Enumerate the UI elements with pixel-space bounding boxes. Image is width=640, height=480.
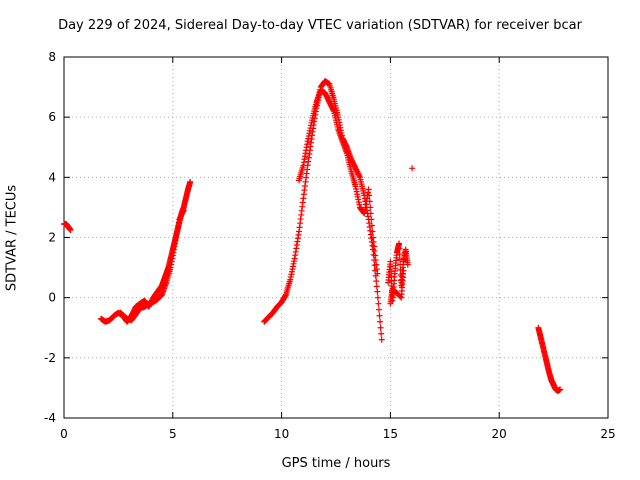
chart-title: Day 229 of 2024, Sidereal Day-to-day VTE… [58,18,582,33]
data-point [187,178,194,185]
y-tick-label: 6 [48,110,56,124]
data-point [557,386,564,393]
data-point [374,294,381,301]
data-point [374,288,381,295]
y-tick-label: -2 [44,351,56,365]
data-point [365,186,372,193]
data-point [373,278,380,285]
x-tick-label: 15 [383,427,398,441]
data-point [367,210,374,217]
data-point [396,245,403,252]
x-tick-label: 10 [274,427,289,441]
data-point [396,256,403,263]
data-point [373,283,380,290]
data-point [375,306,382,313]
data-point [368,222,375,229]
data-point [366,192,373,199]
data-point [396,251,403,258]
y-axis-label: SDTVAR / TECUs [4,184,20,292]
plot-frame [63,56,609,419]
data-point [376,312,383,319]
y-tick-label: 8 [48,50,56,64]
data-point [366,198,373,205]
data-point [396,240,403,247]
data-point [374,270,381,277]
data-point [400,267,407,274]
data-point [377,318,384,325]
data-point [377,324,384,331]
y-tick-label: 2 [48,231,56,245]
data-point [378,330,385,337]
y-tick-label: -4 [44,411,56,425]
data-point [180,207,187,214]
data-point [378,336,385,343]
x-tick-label: 0 [60,427,68,441]
data-point [375,300,382,307]
y-tick-label: 0 [48,291,56,305]
x-tick-label: 5 [169,427,177,441]
data-point [404,261,411,268]
x-axis-label: GPS time / hours [281,456,391,471]
data-point [409,165,416,172]
x-tick-label: 20 [492,427,507,441]
data-point [367,204,374,211]
x-tick-label: 25 [600,427,615,441]
data-point [67,226,74,233]
data-point [369,228,376,235]
data-point [368,216,375,223]
y-tick-label: 4 [48,170,56,184]
